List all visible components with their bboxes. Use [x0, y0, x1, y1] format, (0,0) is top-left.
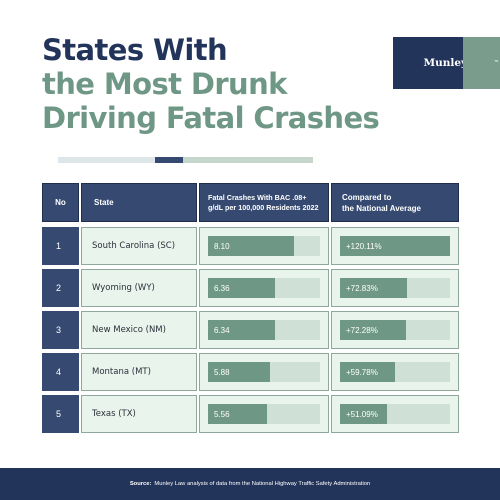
- vs-bar-track: +120.11%: [340, 236, 450, 256]
- rate-bar-track: 5.88: [208, 362, 320, 382]
- vs-bar-track: +51.09%: [340, 404, 450, 424]
- vs-national-bar: [340, 404, 387, 424]
- rate-bar: [208, 278, 276, 298]
- rate-value: 8.10: [214, 241, 230, 251]
- brand-logo: Munley Law ™: [393, 37, 500, 89]
- rate-value: 5.88: [214, 367, 230, 377]
- state-name: New Mexico (NM): [92, 325, 166, 335]
- vs-national-value: +51.09%: [346, 409, 378, 419]
- rate-bar-track: 6.36: [208, 278, 320, 298]
- row-number-text: 2: [56, 283, 62, 293]
- vs-national-cell: +72.28%: [331, 311, 459, 349]
- state-name: Wyoming (WY): [92, 283, 155, 293]
- table-row-state: Texas (TX): [81, 395, 197, 433]
- rate-value: 6.36: [214, 283, 230, 293]
- vs-national-value: +120.11%: [346, 241, 382, 251]
- vs-national-value: +72.28%: [346, 325, 378, 335]
- decorative-bar-green: [183, 157, 313, 163]
- rate-bar-track: 6.34: [208, 320, 320, 340]
- decorative-bar-dark: [155, 157, 183, 163]
- row-number: 2: [42, 269, 79, 307]
- page-title: States With the Most Drunk Driving Fatal…: [42, 33, 380, 135]
- row-number-text: 3: [56, 325, 62, 335]
- header-rate: Fatal Crashes With BAC .08+ g/dL per 100…: [199, 183, 329, 222]
- state-name: Montana (MT): [92, 367, 151, 377]
- rate-bar: [208, 404, 267, 424]
- table-row-state: Wyoming (WY): [81, 269, 197, 307]
- header-vs-line2: the National Average: [342, 203, 421, 213]
- header-state: State: [81, 183, 197, 222]
- rate-cell: 5.56: [199, 395, 329, 433]
- vs-bar-track: +72.83%: [340, 278, 450, 298]
- rate-cell: 6.34: [199, 311, 329, 349]
- row-number-text: 4: [56, 367, 62, 377]
- row-number: 4: [42, 353, 79, 391]
- state-name: South Carolina (SC): [92, 241, 176, 251]
- vs-national-cell: +120.11%: [331, 227, 459, 265]
- state-name: Texas (TX): [92, 409, 136, 419]
- rate-bar: [208, 320, 275, 340]
- vs-national-value: +72.83%: [346, 283, 378, 293]
- title-line-2: the Most Drunk: [42, 67, 287, 101]
- header-vs-line1: Compared to: [342, 192, 392, 202]
- title-line-1: States With: [42, 33, 228, 67]
- vs-national-bar: [340, 320, 407, 340]
- vs-bar-track: +72.28%: [340, 320, 450, 340]
- source-label: Source:: [129, 481, 152, 487]
- vs-national-bar: [340, 278, 407, 298]
- table-row-state: South Carolina (SC): [81, 227, 197, 265]
- header-rate-line1: Fatal Crashes With BAC .08+: [208, 192, 307, 202]
- vs-national-cell: +51.09%: [331, 395, 459, 433]
- row-number-text: 5: [56, 409, 62, 419]
- rate-bar: [208, 236, 294, 256]
- vs-national-value: +59.78%: [346, 367, 378, 377]
- rate-bar-track: 8.10: [208, 236, 320, 256]
- rate-cell: 5.88: [199, 353, 329, 391]
- decorative-bar-light: [58, 157, 155, 163]
- vs-national-bar: [340, 362, 395, 382]
- header-no: No: [42, 183, 79, 222]
- vs-national-cell: +72.83%: [331, 269, 459, 307]
- row-number: 1: [42, 227, 79, 265]
- rate-value: 5.56: [214, 409, 230, 419]
- source-text: Munley Law analysis of data from the Nat…: [154, 481, 371, 487]
- header-rate-line2: g/dL per 100,000 Residents 2022: [208, 202, 319, 212]
- header-vs-national: Compared to the National Average: [331, 183, 459, 222]
- header-no-label: No: [55, 198, 66, 207]
- row-number: 5: [42, 395, 79, 433]
- source-footer: Source: Munley Law analysis of data from…: [0, 468, 500, 500]
- table-row-state: Montana (MT): [81, 353, 197, 391]
- rate-bar: [208, 362, 271, 382]
- header-state-label: State: [94, 198, 114, 207]
- vs-national-bar: [340, 236, 450, 256]
- row-number: 3: [42, 311, 79, 349]
- brand-trademark: ™: [494, 60, 499, 66]
- table-row-state: New Mexico (NM): [81, 311, 197, 349]
- rate-cell: 6.36: [199, 269, 329, 307]
- vs-bar-track: +59.78%: [340, 362, 450, 382]
- rate-bar-track: 5.56: [208, 404, 320, 424]
- title-line-3: Driving Fatal Crashes: [42, 101, 380, 135]
- row-number-text: 1: [56, 241, 62, 251]
- vs-national-cell: +59.78%: [331, 353, 459, 391]
- rate-value: 6.34: [214, 325, 230, 335]
- rate-cell: 8.10: [199, 227, 329, 265]
